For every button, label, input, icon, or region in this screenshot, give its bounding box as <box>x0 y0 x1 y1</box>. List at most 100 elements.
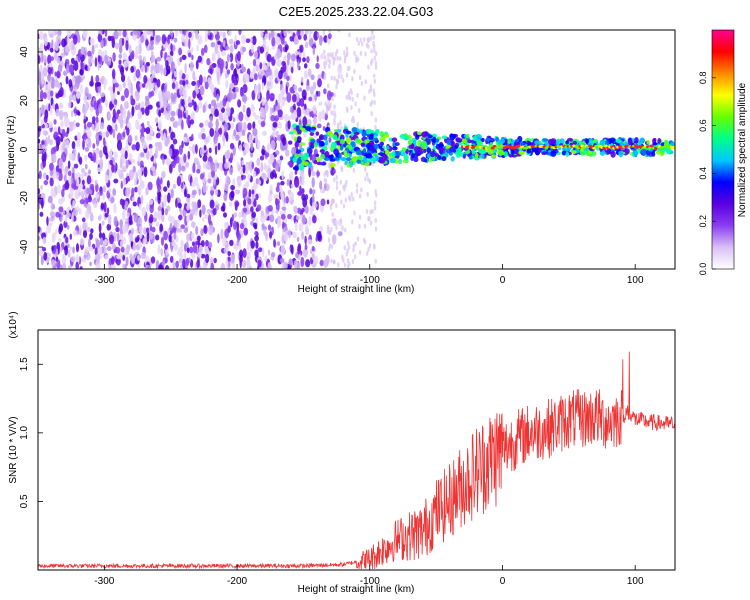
heatmap-cell <box>257 83 262 94</box>
heatmap-cell <box>104 30 108 38</box>
heatmap-cell <box>43 180 49 186</box>
heatmap-cell <box>330 145 335 153</box>
heatmap-cell <box>60 120 64 128</box>
heatmap-cell <box>325 139 329 146</box>
heatmap-cell <box>268 263 272 269</box>
heatmap-cell <box>351 76 354 82</box>
heatmap-cell <box>287 30 291 34</box>
heatmap-cell <box>185 257 190 267</box>
snr-y-scale-label: (x10⁴) <box>8 311 19 338</box>
heatmap-cell <box>91 116 96 122</box>
heatmap-cell <box>210 67 213 75</box>
heatmap-cell <box>72 208 78 217</box>
heatmap-cell <box>303 63 308 69</box>
heatmap-cell <box>283 30 288 37</box>
heatmap-cell <box>467 139 472 144</box>
heatmap-cell <box>303 161 310 167</box>
heatmap-cell <box>370 157 377 161</box>
heatmap-cell <box>371 208 374 214</box>
heatmap-cell <box>131 187 135 198</box>
heatmap-cell <box>189 61 194 72</box>
heatmap-cell <box>160 49 163 59</box>
heatmap-cell <box>122 254 126 261</box>
heatmap-cell <box>79 199 85 205</box>
heatmap-cell <box>243 72 248 80</box>
heatmap-cell <box>147 104 153 110</box>
heatmap-cell <box>328 230 332 236</box>
heatmap-cell <box>235 86 239 93</box>
heatmap-cell <box>168 234 172 243</box>
heatmap-cell <box>61 253 67 265</box>
heatmap-cell <box>255 193 259 201</box>
heatmap-cell <box>271 36 276 47</box>
heatmap-cell <box>305 85 311 92</box>
heatmap-cell <box>86 175 92 185</box>
heatmap-cell <box>329 52 332 58</box>
heatmap-cell <box>98 231 103 239</box>
heatmap-cell <box>272 130 276 137</box>
heatmap-cell <box>333 148 339 155</box>
heatmap-cell <box>208 121 213 129</box>
heatmap-cell <box>184 102 188 109</box>
heatmap-cell <box>311 252 315 261</box>
heatmap-cell <box>358 193 362 199</box>
heatmap-cell <box>75 75 81 84</box>
heatmap-cell <box>357 108 361 114</box>
heatmap-cell <box>259 46 265 54</box>
heatmap-cell <box>68 41 72 51</box>
heatmap-cell <box>59 86 64 97</box>
heatmap-cell <box>317 74 323 80</box>
heatmap-cell <box>177 108 181 119</box>
heatmap-cell <box>81 106 88 115</box>
heatmap-cell <box>105 131 110 138</box>
heatmap-cell <box>375 129 380 135</box>
heatmap-cell <box>79 266 83 269</box>
heatmap-cell <box>264 255 268 263</box>
heatmap-cell <box>132 165 136 173</box>
heatmap-cell <box>330 110 333 116</box>
heatmap-cell <box>103 201 107 213</box>
heatmap-cell <box>57 64 63 73</box>
heatmap-cell <box>148 143 153 150</box>
heatmap-cell <box>133 213 139 223</box>
heatmap-cell <box>125 159 129 169</box>
heatmap-cell <box>302 116 308 127</box>
heatmap-cell <box>229 239 234 246</box>
heatmap-cell <box>174 30 179 37</box>
heatmap-cell <box>91 45 95 55</box>
heatmap-cell <box>241 34 247 44</box>
heatmap-cell <box>47 67 52 75</box>
heatmap-cell <box>279 257 285 264</box>
heatmap-cell <box>216 71 220 82</box>
heatmap-cell <box>115 246 121 254</box>
heatmap-cell <box>270 140 276 150</box>
heatmap-cell <box>115 123 118 132</box>
heatmap-cell <box>47 134 51 145</box>
heatmap-cell <box>171 78 176 84</box>
heatmap-cell <box>392 141 397 148</box>
heatmap-cell <box>264 33 269 40</box>
heatmap-cell <box>188 246 194 254</box>
heatmap-cell <box>172 261 176 269</box>
heatmap-cell <box>75 254 80 264</box>
heatmap-cell <box>333 177 336 183</box>
heatmap-cell <box>351 96 354 102</box>
heatmap-cell <box>281 98 285 107</box>
heatmap-cell <box>75 122 80 128</box>
heatmap-cell <box>102 192 105 201</box>
heatmap-cell <box>137 102 141 111</box>
heatmap-cell <box>225 45 230 51</box>
heatmap-cell <box>112 115 117 124</box>
heatmap-cell <box>547 138 554 145</box>
heatmap-cell <box>343 245 346 251</box>
heatmap-cell <box>362 155 367 162</box>
heatmap-cell <box>324 55 327 61</box>
heatmap-cell <box>38 143 41 154</box>
heatmap-cell <box>286 81 290 88</box>
heatmap-cell <box>671 145 675 149</box>
heatmap-cell <box>133 177 137 187</box>
heatmap-cell <box>204 247 210 256</box>
heatmap-cell <box>104 54 109 64</box>
heatmap-cell <box>199 85 205 96</box>
heatmap-cell <box>164 243 168 250</box>
